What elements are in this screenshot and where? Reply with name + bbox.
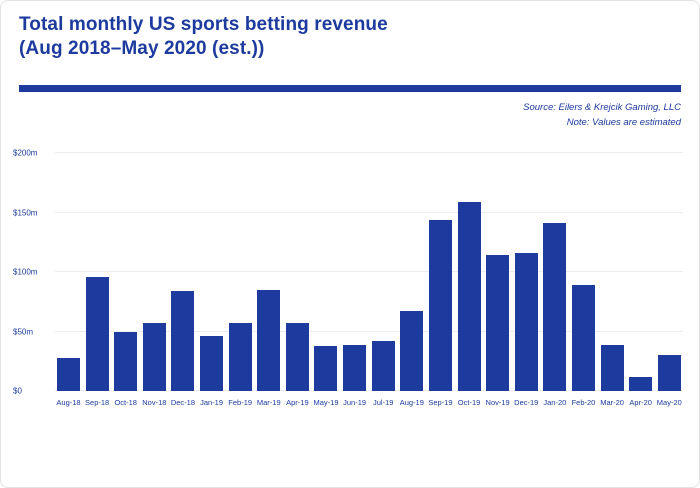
bar-Jun-19	[343, 344, 367, 391]
bar-col-Mar-20: Mar-20	[600, 153, 624, 407]
bar-Jul-19	[371, 341, 395, 391]
bar-col-Oct-18: Oct-18	[114, 153, 138, 407]
bar-Jan-19	[200, 336, 224, 391]
page-title-line2: (Aug 2018–May 2020 (est.))	[19, 38, 265, 60]
bar-Sep-19	[428, 219, 452, 391]
x-axis-label: Apr-20	[629, 398, 652, 407]
x-axis-label: Oct-19	[457, 398, 481, 407]
bar-col-Dec-18: Dec-18	[171, 153, 195, 407]
gridline-$150m	[55, 211, 683, 213]
x-axis-label: Apr-19	[286, 398, 309, 407]
bar-Mar-20	[600, 344, 624, 391]
x-axis-label: Aug-18	[56, 398, 81, 407]
bar-Dec-18	[171, 291, 195, 391]
page-title-line1: Total monthly US sports betting revenue	[19, 14, 388, 35]
bar-Aug-18	[57, 357, 80, 391]
x-axis-label: Jul-19	[372, 398, 394, 407]
source-text: Source: Eilers & Krejcik Gaming, LLC	[523, 102, 681, 113]
x-axis-label: Aug-19	[399, 398, 424, 407]
y-axis-tick-label: $50m	[13, 327, 34, 336]
bar-Feb-19	[228, 323, 252, 391]
bar-Apr-20	[629, 376, 653, 391]
x-axis-label: May-19	[313, 398, 339, 407]
bar-col-Oct-19: Oct-19	[457, 153, 481, 407]
bar-Nov-19	[486, 255, 510, 391]
bar-col-Feb-20: Feb-20	[571, 153, 595, 407]
bar-col-Jul-19: Jul-19	[371, 153, 395, 407]
bar-col-Jan-19: Jan-19	[200, 153, 224, 407]
bar-col-Jun-19: Jun-19	[343, 153, 367, 407]
bar-Sep-18	[85, 276, 109, 391]
bar-col-Apr-19: Apr-19	[285, 153, 309, 407]
x-axis-label: Sep-18	[85, 398, 110, 407]
bar-May-20	[657, 355, 681, 391]
y-axis-tick-label: $150m	[13, 208, 38, 217]
bar-Mar-19	[257, 289, 281, 391]
bar-chart: $0 $50m $100m $150m $200m Aug-18 Sep-18 Oct-18 N…	[13, 149, 687, 407]
bar-col-Nov-18: Nov-18	[142, 153, 166, 407]
page-title: Total monthly US sports betting revenue …	[19, 13, 388, 62]
bar-col-Sep-18: Sep-18	[85, 153, 109, 407]
bar-Nov-18	[142, 323, 166, 391]
bar-col-Mar-19: Mar-19	[257, 153, 281, 407]
bar-col-Dec-19: Dec-19	[514, 153, 538, 407]
bar-col-Sep-19: Sep-19	[428, 153, 453, 407]
bar-col-Apr-20: Apr-20	[629, 153, 653, 407]
gridline-$50m	[55, 330, 683, 332]
bar-col-Jan-20: Jan-20	[543, 153, 567, 407]
x-axis-label: Mar-20	[600, 398, 624, 407]
bar-Apr-19	[285, 323, 309, 391]
gridline-$0	[55, 390, 683, 391]
x-axis-label: Jan-20	[543, 398, 567, 407]
bar-Jan-20	[543, 223, 567, 391]
x-axis-label: Dec-19	[514, 398, 539, 407]
x-axis-label: Nov-19	[485, 398, 510, 407]
bar-col-Aug-18: Aug-18	[56, 153, 81, 407]
x-axis-label: Dec-18	[170, 398, 196, 407]
x-axis-label: Mar-19	[256, 398, 281, 407]
bar-Oct-18	[114, 331, 138, 391]
gridline-$100m	[55, 271, 683, 272]
x-axis-label: Nov-18	[142, 398, 167, 407]
bar-col-May-20: May-20	[657, 153, 682, 407]
bar-Aug-19	[400, 311, 424, 391]
x-axis-label: Jan-19	[200, 398, 224, 407]
bar-May-19	[314, 345, 338, 391]
x-axis-label: Feb-20	[571, 398, 596, 407]
y-axis-tick-label: $0	[13, 386, 22, 396]
x-axis-label: Feb-19	[228, 398, 253, 407]
y-axis-tick-label: $100m	[13, 267, 38, 277]
title-divider-bar	[19, 85, 681, 92]
bar-col-Nov-19: Nov-19	[486, 153, 510, 407]
x-axis-label: Sep-19	[428, 398, 453, 407]
bar-col-May-19: May-19	[313, 153, 338, 407]
gridline-$200m	[55, 152, 683, 153]
note-text: Note: Values are estimated	[566, 117, 681, 129]
x-axis-label: May-20	[656, 398, 682, 407]
x-axis-label: Oct-18	[114, 398, 137, 407]
bar-Feb-20	[571, 285, 595, 391]
bar-Dec-19	[514, 252, 538, 391]
plot-area: $0 $50m $100m $150m $200m Aug-18 Sep-18 Oct-18 N…	[13, 149, 683, 407]
bar-col-Feb-19: Feb-19	[228, 153, 252, 407]
bars-container: Aug-18 Sep-18 Oct-18 Nov-18 Dec-18 Jan-19 Feb-…	[55, 153, 683, 407]
y-axis-tick-label: $200m	[13, 148, 38, 158]
bar-Oct-19	[457, 201, 481, 391]
bar-col-Aug-19: Aug-19	[400, 153, 424, 407]
x-axis-label: Jun-19	[343, 398, 367, 407]
source-note-block: Source: Eilers & Krejcik Gaming, LLC Not…	[523, 100, 681, 130]
